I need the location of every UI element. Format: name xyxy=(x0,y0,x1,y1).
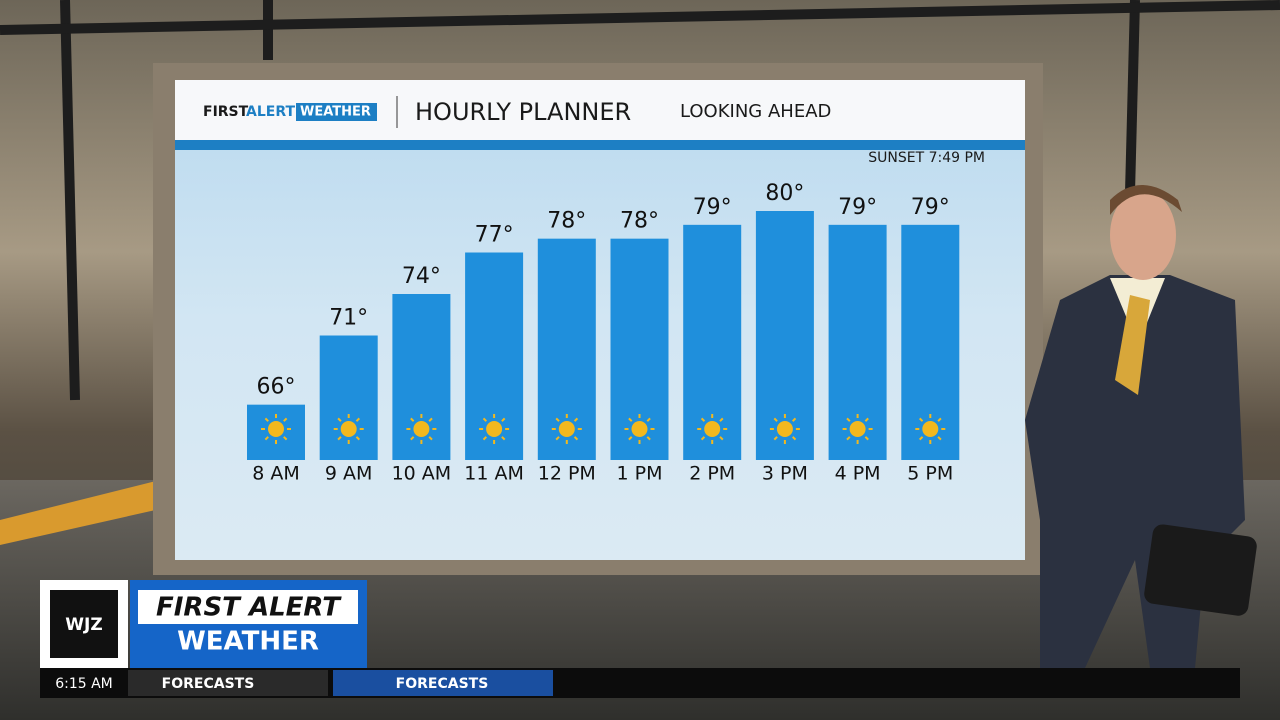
weather-icon xyxy=(283,417,288,422)
weather-icon xyxy=(555,436,560,441)
weather-icon xyxy=(937,417,942,422)
weather-icon xyxy=(773,436,778,441)
weather-icon xyxy=(355,417,361,422)
value-label: 66° xyxy=(257,375,296,400)
value-label: 74° xyxy=(402,264,441,289)
value-label: 78° xyxy=(547,209,586,234)
x-tick-label: 10 AM xyxy=(392,463,452,485)
lower-third-line2: WEATHER xyxy=(177,627,319,657)
x-tick-label: 1 PM xyxy=(617,463,663,485)
x-tick-label: 11 AM xyxy=(464,463,524,485)
value-label: 79° xyxy=(693,195,732,220)
weather-icon xyxy=(628,436,633,441)
weather-icon xyxy=(268,421,284,437)
x-tick-label: 8 AM xyxy=(252,463,300,485)
ticker-label: FORECASTS xyxy=(162,676,255,692)
station-name: WJZ xyxy=(65,615,102,635)
header-stripe xyxy=(175,140,1025,150)
x-tick-label: 4 PM xyxy=(835,463,881,485)
weather-icon xyxy=(776,421,793,437)
weather-icon xyxy=(501,417,506,422)
weather-icon xyxy=(340,421,357,437)
weather-icon xyxy=(283,436,288,441)
header-subtitle: LOOKING AHEAD xyxy=(680,101,831,122)
weather-icon xyxy=(428,417,433,422)
bar xyxy=(683,224,742,460)
weather-icon xyxy=(864,417,869,422)
x-tick-label: 2 PM xyxy=(689,463,735,485)
weather-icon xyxy=(791,436,797,441)
weather-icon xyxy=(355,436,361,441)
weather-icon xyxy=(486,421,503,437)
ticker-time: 6:15 AM xyxy=(55,676,113,692)
weather-icon xyxy=(719,436,724,441)
weather-icon xyxy=(573,417,579,422)
bar xyxy=(319,335,378,460)
sunset-label: SUNSET 7:49 PM xyxy=(868,150,985,166)
weather-icon xyxy=(482,417,488,422)
ticker-highlight: FORECASTS xyxy=(396,676,489,692)
weather-icon xyxy=(428,436,433,441)
weather-icon xyxy=(704,421,721,437)
value-label: 78° xyxy=(620,209,659,234)
chart: 66° 8 AM 71° 9 AM 74° 10 AM 77° 11 AM 78° 12 PM 78… xyxy=(247,181,960,485)
value-label: 79° xyxy=(838,195,877,220)
weather-icon xyxy=(573,436,579,441)
value-label: 71° xyxy=(329,306,368,331)
weather-icon xyxy=(646,436,651,441)
bar xyxy=(755,211,814,460)
bar xyxy=(828,224,887,460)
value-label: 80° xyxy=(765,181,804,206)
weather-icon xyxy=(846,436,851,441)
x-tick-label: 5 PM xyxy=(907,463,953,485)
weather-icon xyxy=(501,436,506,441)
weather-icon xyxy=(337,417,342,422)
station-logo xyxy=(50,590,118,658)
lower-third-line1: FIRST ALERT xyxy=(156,593,342,623)
weather-icon xyxy=(846,417,851,422)
weather-icon xyxy=(937,436,942,441)
x-tick-label: 3 PM xyxy=(762,463,808,485)
ticker-label-box xyxy=(128,670,328,696)
weather-icon xyxy=(413,421,430,437)
weather-icon xyxy=(922,421,939,437)
weather-icon xyxy=(918,436,924,441)
x-tick-label: 12 PM xyxy=(538,463,596,485)
weather-icon xyxy=(482,436,488,441)
bar xyxy=(901,224,960,460)
header-title: HOURLY PLANNER xyxy=(415,98,631,126)
weather-icon xyxy=(631,421,648,437)
weather-icon xyxy=(849,421,866,437)
lower-third-band xyxy=(138,590,358,624)
weather-icon xyxy=(410,417,415,422)
presenter xyxy=(1025,185,1257,668)
weather-icon xyxy=(410,436,415,441)
value-label: 77° xyxy=(475,223,514,248)
logo-box xyxy=(296,103,377,121)
weather-icon xyxy=(700,417,706,422)
floor-stripe xyxy=(0,470,200,545)
weather-icon xyxy=(555,417,560,422)
weather-icon xyxy=(918,417,924,422)
weather-icon xyxy=(700,436,706,441)
weather-icon xyxy=(337,436,342,441)
weather-icon xyxy=(264,436,269,441)
logo-first: FIRST xyxy=(203,104,249,120)
logo-alert: ALERT xyxy=(246,104,295,120)
weather-icon xyxy=(558,421,575,437)
weather-icon xyxy=(719,417,724,422)
ticker-highlight-box xyxy=(333,670,553,696)
weather-icon xyxy=(773,417,778,422)
weather-icon xyxy=(628,417,633,422)
weather-icon xyxy=(646,417,651,422)
logo-weather: WEATHER xyxy=(300,105,371,120)
weather-icon xyxy=(864,436,869,441)
value-label: 79° xyxy=(911,195,950,220)
x-tick-label: 9 AM xyxy=(325,463,373,485)
weather-icon xyxy=(264,417,269,422)
weather-icon xyxy=(791,417,797,422)
